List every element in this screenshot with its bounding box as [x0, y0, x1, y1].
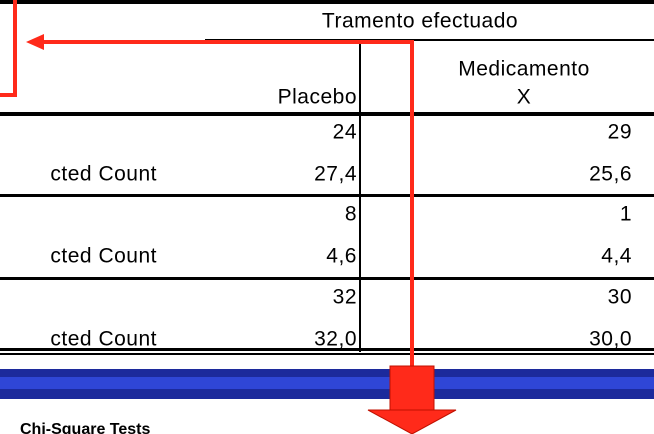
footer-title: Chi-Square Tests	[20, 421, 151, 434]
cell: 1	[620, 203, 632, 226]
cell: 4,6	[326, 245, 357, 268]
cell: 8	[345, 203, 357, 226]
row-label: cted Count	[50, 245, 157, 268]
cell: 32,0	[314, 328, 357, 351]
cell: 32	[333, 286, 357, 309]
cell: 30,0	[589, 328, 632, 351]
cell: 27,4	[314, 163, 357, 186]
group-header: Tramento efectuado	[322, 10, 518, 33]
red-arrows	[0, 0, 457, 434]
row-label: cted Count	[50, 328, 157, 351]
group-rule	[0, 194, 654, 197]
red-vertical	[410, 40, 414, 370]
top-border	[0, 0, 654, 4]
row-label: cted Count	[50, 163, 157, 186]
column-header: Placebo	[278, 86, 357, 109]
cell: 29	[608, 121, 632, 144]
header-bottom	[0, 112, 654, 116]
table-body: 24 29 cted Count 27,4 25,6 8 1 cted Count 4,6 4,4…	[50, 121, 632, 351]
red-horizontal	[40, 40, 414, 44]
red-arrowhead-down	[367, 409, 457, 434]
red-arrowhead-left	[26, 34, 44, 50]
red-box-bottom	[0, 93, 17, 97]
cell: 30	[608, 286, 632, 309]
column-header: X	[517, 86, 532, 109]
cell: 4,4	[601, 245, 632, 268]
group-rule	[0, 277, 654, 280]
red-arrow-shaft	[389, 365, 435, 413]
cell: 25,6	[589, 163, 632, 186]
header-rule	[205, 39, 654, 41]
cell: 24	[333, 121, 357, 144]
footer-bg	[0, 399, 654, 434]
red-box-side	[13, 0, 17, 97]
blue-band-highlight	[0, 377, 654, 389]
column-header: Medicamento	[458, 58, 590, 81]
column-headers: Placebo Medicamento X	[278, 58, 590, 109]
bottom-border	[0, 353, 654, 355]
bottom-border	[0, 348, 654, 351]
